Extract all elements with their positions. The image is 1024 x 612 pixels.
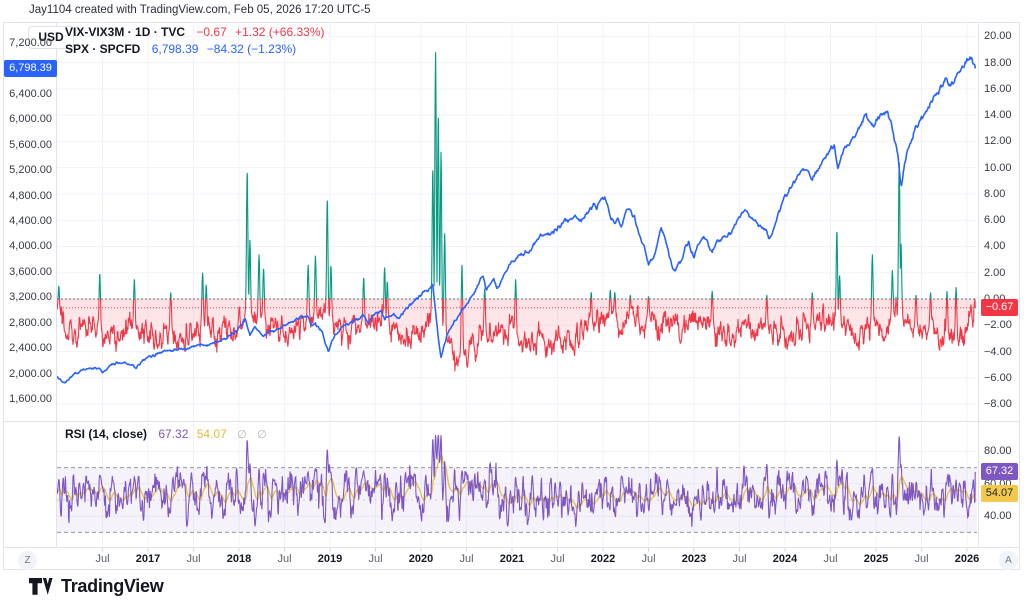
left-axis-tick: 6,400.00 xyxy=(9,87,52,100)
time-axis-tick: 2017 xyxy=(135,553,161,565)
right-axis-tick: 20.00 xyxy=(984,30,1012,43)
symbol-value-spx: 6,798.39 xyxy=(151,42,199,56)
time-axis-tick: 2024 xyxy=(772,553,798,565)
right-axis-tick: 18.00 xyxy=(984,56,1012,69)
right-axis-tick: 12.00 xyxy=(984,135,1012,148)
symbol-value-vix: −0.67 xyxy=(196,25,227,39)
rsi-value-badge: 67.32 xyxy=(981,463,1018,480)
muted-source-icon: ∅ xyxy=(237,429,247,441)
time-axis-tick: 2022 xyxy=(590,553,616,565)
currency-axis-button[interactable]: USD xyxy=(28,26,74,49)
rsi-value: 67.32 xyxy=(158,427,189,441)
left-axis-tick: 2,000.00 xyxy=(9,367,52,380)
main-legend: VIX-VIX3M · 1D · TVC −0.67 +1.32 (+66.33… xyxy=(65,24,325,58)
left-axis-tick: 5,600.00 xyxy=(9,138,52,151)
z-button[interactable]: Z xyxy=(18,551,37,570)
time-axis-tick: 2025 xyxy=(863,553,889,565)
left-axis-tick: 5,200.00 xyxy=(9,164,52,177)
a-button[interactable]: A xyxy=(999,551,1018,570)
left-axis-tick: 7,200.00 xyxy=(9,37,52,49)
time-axis-tick: Jul xyxy=(641,553,656,565)
right-axis-tick: 8.00 xyxy=(984,187,1006,200)
rsi-ma-value: 54.07 xyxy=(196,427,227,441)
tradingview-logo-icon xyxy=(29,578,53,595)
symbol-title-spx[interactable]: SPX · SPCFD xyxy=(65,42,141,56)
symbol-title-vix[interactable]: VIX-VIX3M · 1D · TVC xyxy=(65,25,186,39)
left-axis-tick: 6,000.00 xyxy=(9,113,52,126)
time-axis-tick: 2018 xyxy=(226,553,252,565)
time-axis-tick: Jul xyxy=(732,553,747,565)
time-axis-tick: Jul xyxy=(550,553,565,565)
symbol-change-vix: +1.32 (+66.33%) xyxy=(235,25,325,39)
spread-price-badge: −0.67 xyxy=(981,299,1018,316)
time-axis-tick: 2019 xyxy=(317,553,343,565)
time-axis-tick: Jul xyxy=(459,553,474,565)
rsi-legend: RSI (14, close) 67.32 54.07 ∅ ∅ xyxy=(65,426,267,443)
left-axis-tick: 2,400.00 xyxy=(9,342,52,355)
right-axis-tick: 4.00 xyxy=(984,240,1006,253)
right-axis-tick: 10.00 xyxy=(984,161,1012,174)
time-axis-tick: 2026 xyxy=(954,553,980,565)
time-axis-tick: 2020 xyxy=(408,553,434,565)
legend-row-spx: SPX · SPCFD 6,798.39 −84.32 (−1.23%) xyxy=(65,41,325,58)
left-axis-tick: 4,400.00 xyxy=(9,214,52,227)
right-axis-tick: −8.00 xyxy=(984,398,1012,411)
left-axis-tick: 2,800.00 xyxy=(9,316,52,329)
time-axis-tick: 2023 xyxy=(681,553,707,565)
time-axis-tick: 2021 xyxy=(499,553,525,565)
rsi-title[interactable]: RSI (14, close) xyxy=(65,427,148,441)
left-axis-tick: 3,200.00 xyxy=(9,291,52,304)
time-axis-tick: Jul xyxy=(914,553,929,565)
time-axis-tick: Jul xyxy=(95,553,110,565)
tradingview-footer[interactable]: TradingView xyxy=(28,576,164,597)
right-axis-tick: 16.00 xyxy=(984,82,1012,95)
left-axis-tick: 4,000.00 xyxy=(9,240,52,253)
right-axis-tick: 6.00 xyxy=(984,214,1006,227)
right-axis-tick: 2.00 xyxy=(984,266,1006,279)
right-axis-tick: −4.00 xyxy=(984,345,1012,358)
credit-line: Jay1104 created with TradingView.com, Fe… xyxy=(29,4,371,16)
left-axis-tick: 3,600.00 xyxy=(9,265,52,278)
time-axis-tick: Jul xyxy=(368,553,383,565)
right-axis-tick: −6.00 xyxy=(984,371,1012,384)
time-axis-tick: Jul xyxy=(277,553,292,565)
time-axis-tick: Jul xyxy=(823,553,838,565)
rsi-axis-tick: 40.00 xyxy=(984,510,1012,523)
symbol-change-spx: −84.32 (−1.23%) xyxy=(206,42,297,56)
right-axis-tick: 14.00 xyxy=(984,109,1012,122)
rsi-ma-value-badge: 54.07 xyxy=(981,485,1018,502)
left-axis-tick: 1,600.00 xyxy=(9,392,52,405)
right-axis-tick: −2.00 xyxy=(984,319,1012,332)
legend-row-vix: VIX-VIX3M · 1D · TVC −0.67 +1.32 (+66.33… xyxy=(65,24,325,41)
muted-source-icon: ∅ xyxy=(257,429,267,441)
brand-name: TradingView xyxy=(61,576,164,596)
time-axis-tick: Jul xyxy=(186,553,201,565)
rsi-axis-tick: 80.00 xyxy=(984,445,1012,458)
spx-price-badge: 6,798.39 xyxy=(4,60,57,77)
left-axis-tick: 4,800.00 xyxy=(9,189,52,202)
